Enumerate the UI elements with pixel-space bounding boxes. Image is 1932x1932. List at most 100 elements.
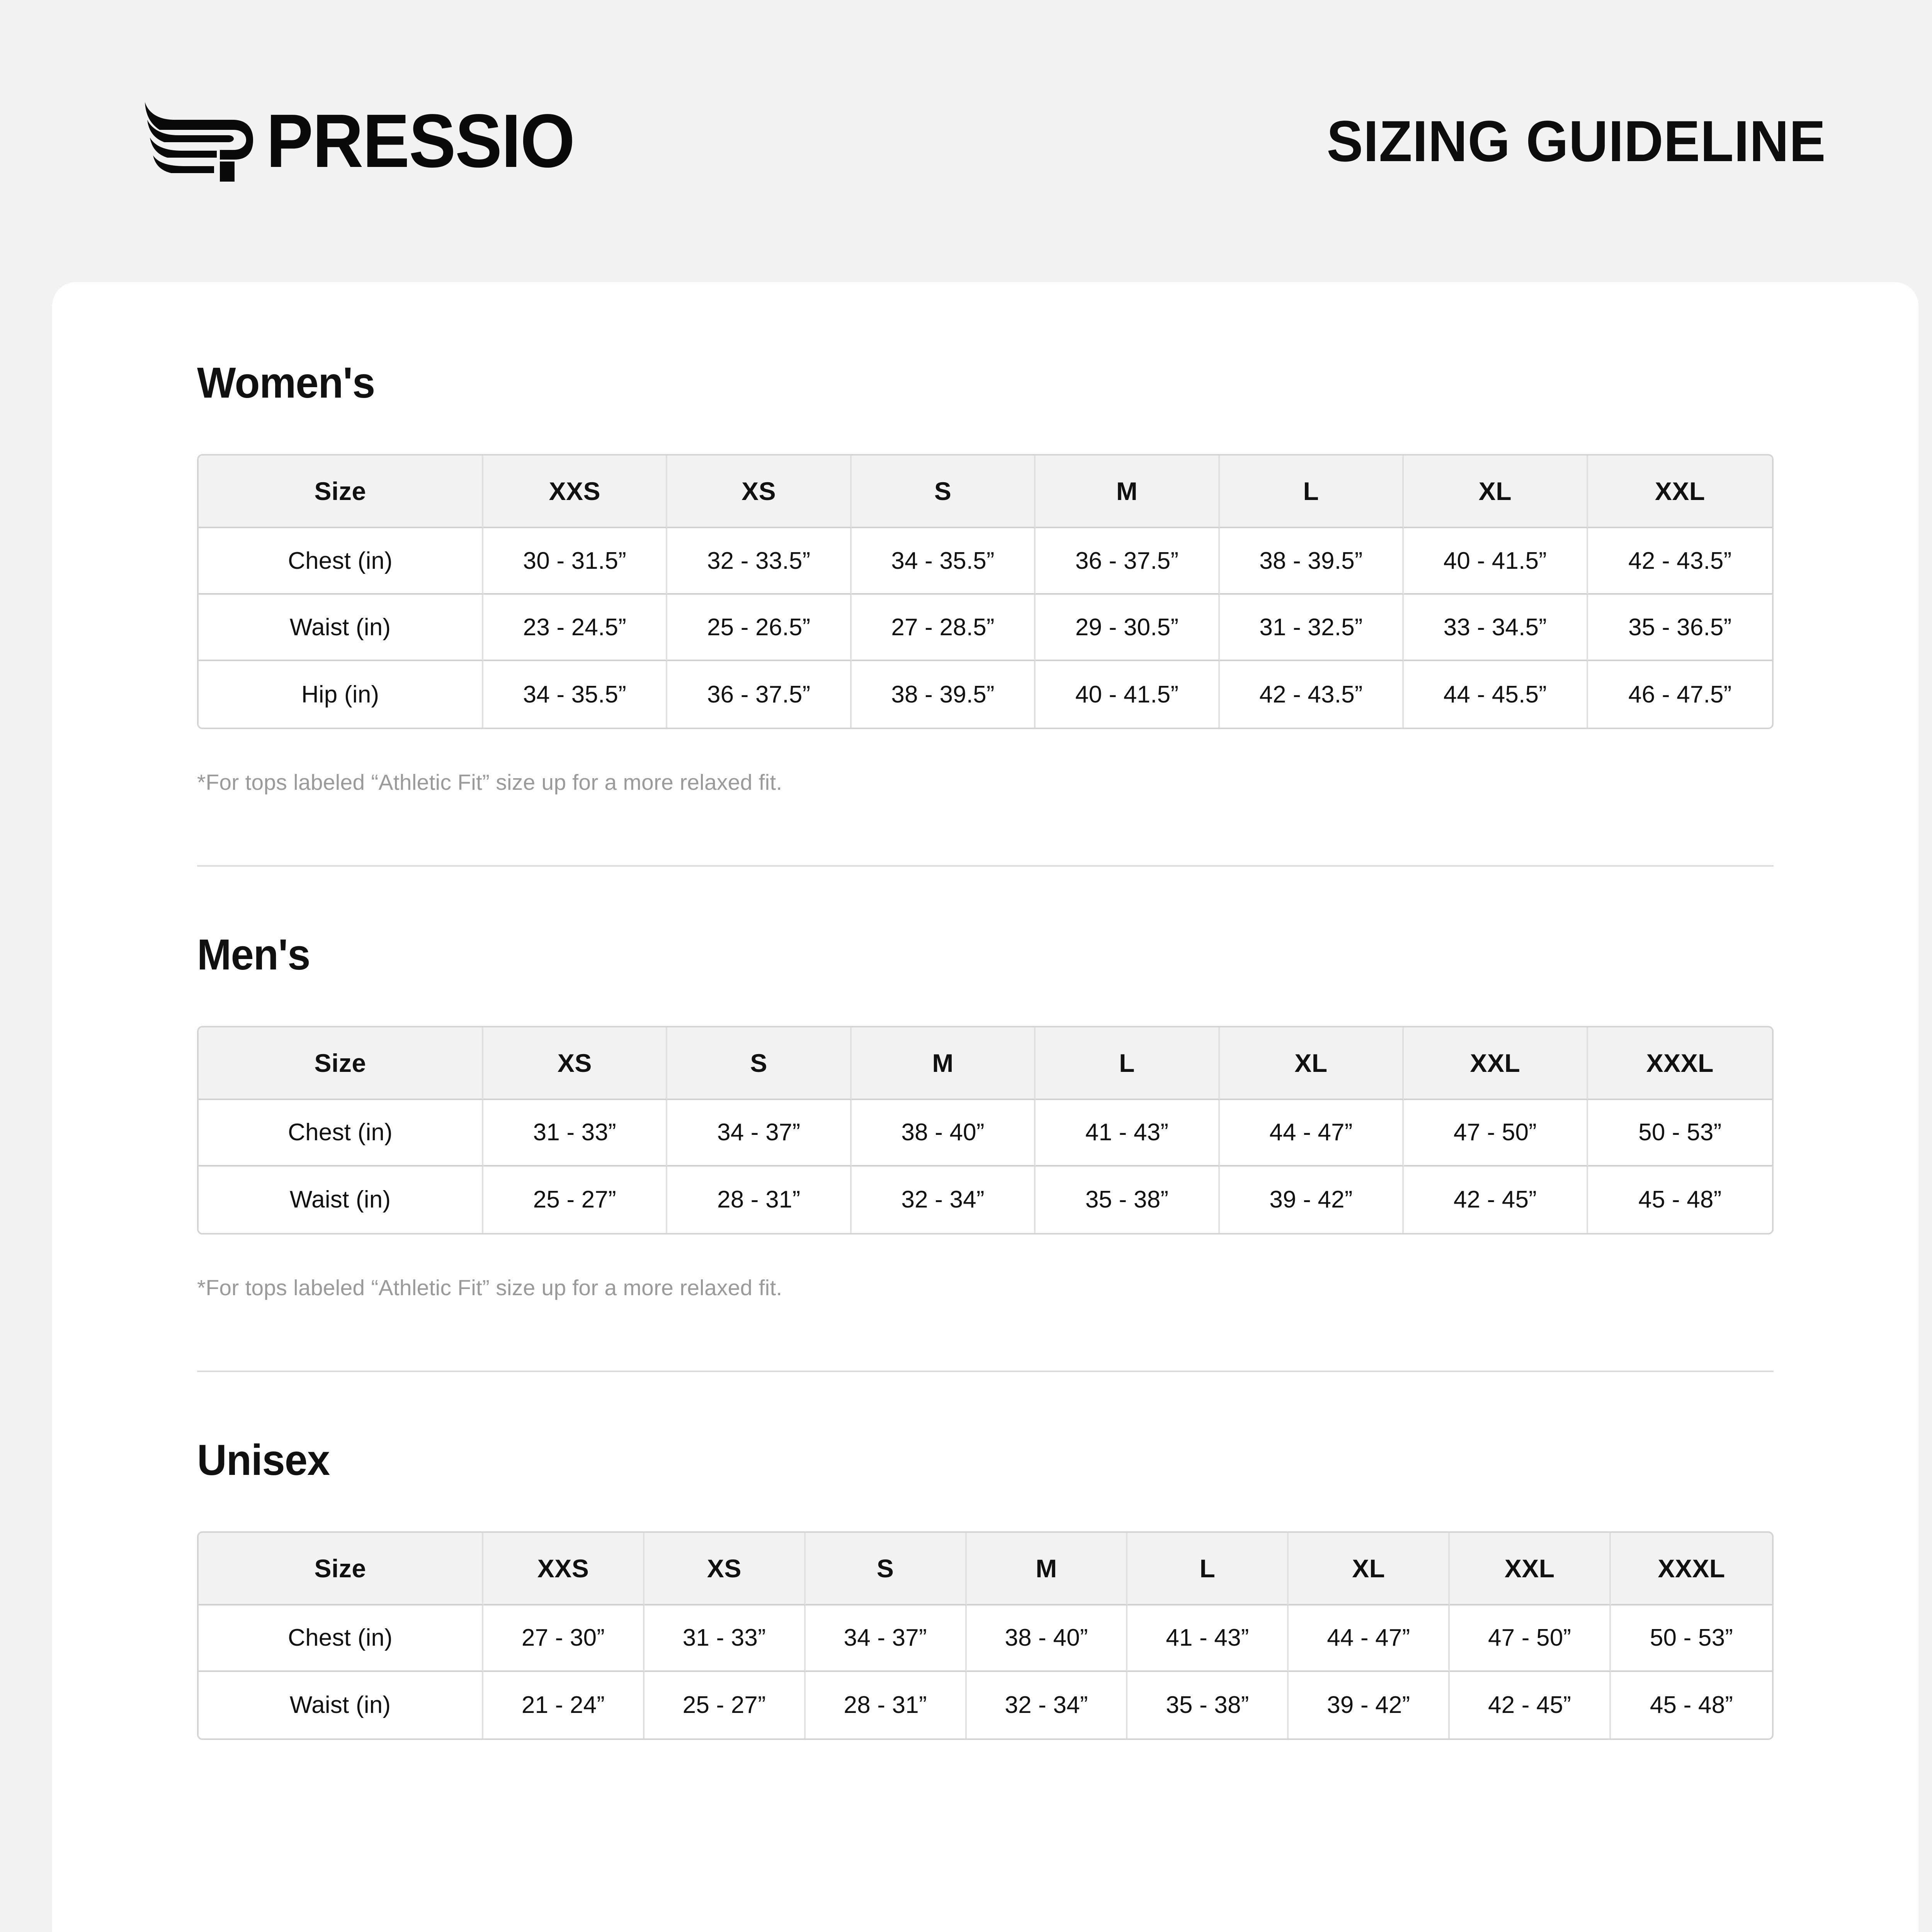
cell-chest-l: 38 - 39.5” [1219,528,1404,595]
size-table-mens: Size XS S M L XL XXL XXXL Chest (in) 31 … [197,1026,1774,1235]
cell-chest-xs: 31 - 33” [644,1605,806,1672]
cell-chest-m: 38 - 40” [966,1605,1128,1672]
cell-waist-xl: 39 - 42” [1219,1166,1404,1233]
cell-waist-xs: 25 - 27” [483,1166,668,1233]
column-header-xxxl: XXXL [1588,1027,1772,1100]
section-divider [197,865,1774,867]
page-header: PRESSIO SIZING GUIDELINE [0,0,1932,282]
column-header-s: S [851,456,1036,528]
table-row: Waist (in) 23 - 24.5” 25 - 26.5” 27 - 28… [199,595,1772,661]
column-header-m: M [966,1532,1128,1605]
cell-waist-xl: 33 - 34.5” [1404,595,1588,661]
table-row: Chest (in) 31 - 33” 34 - 37” 38 - 40” 41… [199,1100,1772,1167]
cell-waist-l: 35 - 38” [1128,1672,1289,1738]
table-header-row: Size XS S M L XL XXL XXXL [199,1027,1772,1100]
cell-chest-m: 38 - 40” [851,1100,1036,1167]
cell-waist-xs: 25 - 27” [644,1672,806,1738]
column-header-xl: XL [1219,1027,1404,1100]
column-header-xl: XL [1289,1532,1450,1605]
column-header-size: Size [199,456,484,528]
column-header-m: M [851,1027,1036,1100]
column-header-xs: XS [483,1027,668,1100]
table-row: Hip (in) 34 - 35.5” 36 - 37.5” 38 - 39.5… [199,661,1772,728]
column-header-xxxl: XXXL [1611,1532,1772,1605]
cell-hip-xl: 44 - 45.5” [1404,661,1588,728]
cell-chest-xxl: 47 - 50” [1450,1605,1611,1672]
cell-waist-xl: 39 - 42” [1289,1672,1450,1738]
row-label-waist: Waist (in) [199,1166,484,1233]
cell-waist-m: 29 - 30.5” [1036,595,1220,661]
section-unisex: Unisex Size XXS XS S M L XL XXL XXXL [197,1435,1774,1740]
table-row: Chest (in) 30 - 31.5” 32 - 33.5” 34 - 35… [199,528,1772,595]
brand-wordmark: PRESSIO [266,99,575,183]
table-row: Waist (in) 21 - 24” 25 - 27” 28 - 31” 32… [199,1672,1772,1738]
row-label-waist: Waist (in) [199,595,484,661]
page-title: SIZING GUIDELINE [1327,109,1826,173]
section-title-mens: Men's [197,930,310,979]
cell-chest-m: 36 - 37.5” [1036,528,1220,595]
cell-chest-xl: 44 - 47” [1289,1605,1450,1672]
cell-chest-xxs: 27 - 30” [483,1605,645,1672]
column-header-l: L [1128,1532,1289,1605]
cell-hip-l: 42 - 43.5” [1219,661,1404,728]
section-title-unisex: Unisex [197,1435,330,1484]
cell-chest-xxxl: 50 - 53” [1611,1605,1772,1672]
size-table-unisex: Size XXS XS S M L XL XXL XXXL Chest (in) [197,1531,1774,1740]
table-header-row: Size XXS XS S M L XL XXL [199,456,1772,528]
cell-waist-xxl: 42 - 45” [1404,1166,1588,1233]
row-label-chest: Chest (in) [199,1100,484,1167]
row-label-chest: Chest (in) [199,528,484,595]
table-header-row: Size XXS XS S M L XL XXL XXXL [199,1532,1772,1605]
column-header-s: S [805,1532,967,1605]
column-header-s: S [667,1027,852,1100]
row-label-hip: Hip (in) [199,661,484,728]
spacer [197,1372,1774,1439]
cell-chest-l: 41 - 43” [1128,1605,1289,1672]
column-header-xxl: XXL [1404,1027,1588,1100]
column-header-l: L [1219,456,1404,528]
cell-waist-s: 27 - 28.5” [851,595,1036,661]
column-header-l: L [1036,1027,1220,1100]
cell-waist-s: 28 - 31” [667,1166,852,1233]
cell-chest-l: 41 - 43” [1036,1100,1220,1167]
cell-waist-l: 31 - 32.5” [1219,595,1404,661]
cell-waist-xxxl: 45 - 48” [1611,1672,1772,1738]
cell-waist-s: 28 - 31” [805,1672,967,1738]
row-label-chest: Chest (in) [199,1605,484,1672]
cell-waist-m: 32 - 34” [966,1672,1128,1738]
section-womens: Women's Size XXS XS S M L XL XXL [197,361,1774,933]
cell-hip-xs: 36 - 37.5” [667,661,852,728]
pressio-wing-icon [137,100,253,183]
size-table-womens: Size XXS XS S M L XL XXL Chest (in) 30 -… [197,454,1774,729]
cell-waist-xs: 25 - 26.5” [667,595,852,661]
cell-hip-xxl: 46 - 47.5” [1588,661,1772,728]
column-header-xl: XL [1404,456,1588,528]
footnote-womens: *For tops labeled “Athletic Fit” size up… [197,770,782,795]
cell-chest-xl: 44 - 47” [1219,1100,1404,1167]
column-header-xxl: XXL [1588,456,1772,528]
section-divider [197,1370,1774,1372]
row-label-waist: Waist (in) [199,1672,484,1738]
spacer [197,867,1774,933]
column-header-xxl: XXL [1450,1532,1611,1605]
cell-waist-xxs: 21 - 24” [483,1672,645,1738]
cell-waist-l: 35 - 38” [1036,1166,1220,1233]
table-row: Chest (in) 27 - 30” 31 - 33” 34 - 37” 38… [199,1605,1772,1672]
brand-lockup: PRESSIO [137,100,597,183]
column-header-xxs: XXS [483,1532,645,1605]
cell-hip-m: 40 - 41.5” [1036,661,1220,728]
column-header-xs: XS [667,456,852,528]
cell-waist-xxxl: 45 - 48” [1588,1166,1772,1233]
cell-chest-xxxl: 50 - 53” [1588,1100,1772,1167]
cell-chest-s: 34 - 37” [805,1605,967,1672]
cell-chest-s: 34 - 35.5” [851,528,1036,595]
cell-chest-xl: 40 - 41.5” [1404,528,1588,595]
content-card: Women's Size XXS XS S M L XL XXL [52,282,1918,1932]
column-header-xs: XS [644,1532,806,1605]
column-header-m: M [1036,456,1220,528]
cell-chest-s: 34 - 37” [667,1100,852,1167]
cell-chest-xxl: 47 - 50” [1404,1100,1588,1167]
cell-chest-xxs: 30 - 31.5” [483,528,668,595]
section-title-womens: Women's [197,359,375,407]
